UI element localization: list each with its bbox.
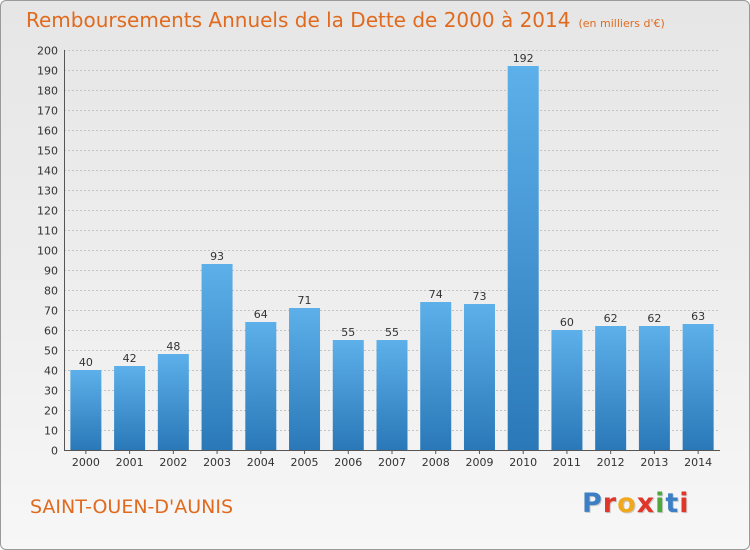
y-tick-label: 0 bbox=[51, 445, 58, 458]
bar-value-label: 60 bbox=[560, 316, 574, 329]
bar-value-label: 40 bbox=[79, 356, 93, 369]
proxiti-logo: Proxiti bbox=[582, 488, 690, 519]
y-tick-label: 80 bbox=[44, 285, 58, 298]
x-tick-label: 2014 bbox=[684, 456, 712, 469]
logo-letter: P bbox=[582, 488, 603, 519]
x-tick-label: 2001 bbox=[116, 456, 144, 469]
bar-value-label: 55 bbox=[341, 326, 355, 339]
y-tick-label: 100 bbox=[37, 245, 58, 258]
bar-value-label: 71 bbox=[298, 294, 312, 307]
y-tick-label: 50 bbox=[44, 345, 58, 358]
y-tick-label: 70 bbox=[44, 305, 58, 318]
y-tick-label: 190 bbox=[37, 65, 58, 78]
bar-2009 bbox=[463, 304, 495, 450]
bar-value-label: 48 bbox=[166, 340, 180, 353]
bar-2007 bbox=[376, 340, 408, 450]
x-tick-label: 2009 bbox=[465, 456, 493, 469]
y-tick-label: 130 bbox=[37, 185, 58, 198]
x-tick-label: 2007 bbox=[378, 456, 406, 469]
logo-letter: i bbox=[679, 488, 690, 519]
bar-value-label: 73 bbox=[472, 290, 486, 303]
bar-value-label: 62 bbox=[647, 312, 661, 325]
y-tick-label: 170 bbox=[37, 105, 58, 118]
bar-2001 bbox=[114, 366, 146, 450]
y-tick-label: 90 bbox=[44, 265, 58, 278]
x-tick-label: 2000 bbox=[72, 456, 100, 469]
bar-value-label: 74 bbox=[429, 288, 443, 301]
bar-value-label: 93 bbox=[210, 250, 224, 263]
x-tick-label: 2013 bbox=[640, 456, 668, 469]
y-tick-label: 160 bbox=[37, 125, 58, 138]
y-tick-label: 150 bbox=[37, 145, 58, 158]
bar-value-label: 42 bbox=[123, 352, 137, 365]
y-tick-label: 140 bbox=[37, 165, 58, 178]
bar-value-label: 192 bbox=[513, 52, 534, 65]
bar-2011 bbox=[551, 330, 583, 450]
x-tick-label: 2006 bbox=[334, 456, 362, 469]
x-tick-label: 2003 bbox=[203, 456, 231, 469]
commune-name: SAINT-OUEN-D'AUNIS bbox=[30, 496, 234, 518]
bar-value-label: 55 bbox=[385, 326, 399, 339]
logo-letter: i bbox=[655, 488, 666, 519]
bar-2002 bbox=[157, 354, 189, 450]
y-tick-label: 200 bbox=[37, 45, 58, 58]
bar-2012 bbox=[595, 326, 627, 450]
bar-2014 bbox=[682, 324, 714, 450]
bar-2004 bbox=[245, 322, 277, 450]
title-text: Remboursements Annuels de la Dette de 20… bbox=[26, 8, 571, 32]
bar-2013 bbox=[638, 326, 670, 450]
axes: 0 10 20 30 40 50 60 70 80 90 100 110 120 130 140 150 160… bbox=[37, 45, 720, 469]
y-tick-label: 180 bbox=[37, 85, 58, 98]
chart-title: Remboursements Annuels de la Dette de 20… bbox=[26, 8, 665, 32]
y-tick-label: 120 bbox=[37, 205, 58, 218]
logo-letter: x bbox=[636, 488, 656, 519]
x-tick-label: 2005 bbox=[291, 456, 319, 469]
bar-2006 bbox=[332, 340, 364, 450]
title-unit: (en milliers d'€) bbox=[578, 17, 665, 30]
y-tick-label: 60 bbox=[44, 325, 58, 338]
logo-letter: r bbox=[602, 488, 618, 519]
bar-2005 bbox=[289, 308, 321, 450]
logo-letter: o bbox=[617, 488, 637, 519]
bar-2008 bbox=[420, 302, 452, 450]
bar-value-label: 64 bbox=[254, 308, 268, 321]
bar-2003 bbox=[201, 264, 233, 450]
x-tick-label: 2010 bbox=[509, 456, 537, 469]
bar-2010 bbox=[507, 66, 539, 450]
x-tick-label: 2004 bbox=[247, 456, 275, 469]
bars: 40 42 48 93 64 71 55 55 74 73 192 60 62 62 63 bbox=[70, 52, 714, 450]
y-tick-label: 30 bbox=[44, 385, 58, 398]
logo-letter: t bbox=[665, 488, 680, 519]
y-tick-label: 10 bbox=[44, 425, 58, 438]
x-tick-label: 2012 bbox=[597, 456, 625, 469]
bar-value-label: 63 bbox=[691, 310, 705, 323]
x-tick-label: 2011 bbox=[553, 456, 581, 469]
y-tick-label: 40 bbox=[44, 365, 58, 378]
x-tick-label: 2002 bbox=[159, 456, 187, 469]
x-tick-label: 2008 bbox=[422, 456, 450, 469]
bar-2000 bbox=[70, 370, 102, 450]
y-tick-label: 20 bbox=[44, 405, 58, 418]
y-tick-label: 110 bbox=[37, 225, 58, 238]
bar-value-label: 62 bbox=[604, 312, 618, 325]
